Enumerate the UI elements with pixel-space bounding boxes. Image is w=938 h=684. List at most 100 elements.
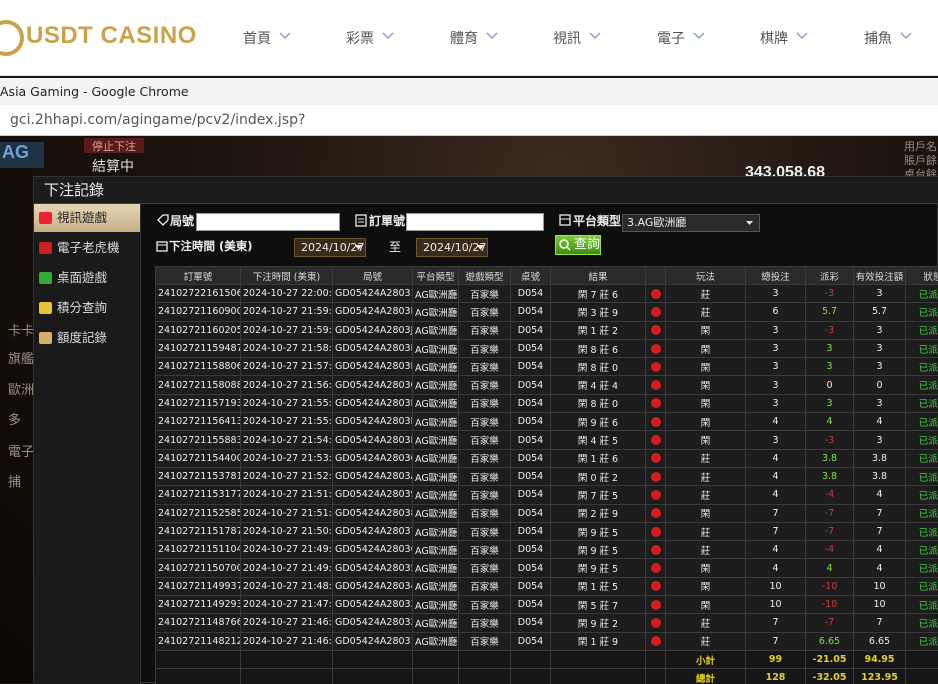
cell: GD05424A2803I xyxy=(333,339,413,357)
replay-icon[interactable] xyxy=(651,344,661,354)
nav-item[interactable]: 體育 xyxy=(450,28,478,48)
cell: 已派彩 xyxy=(906,559,938,577)
doc-icon xyxy=(355,214,367,227)
cell: 3 xyxy=(746,358,806,376)
cell: 7 xyxy=(746,504,806,522)
cell: 4 xyxy=(746,541,806,559)
cell: 已派彩 xyxy=(906,394,938,412)
cell: 2024-10-27 21:57:45 xyxy=(241,358,333,376)
cell: -10 xyxy=(806,596,854,614)
cell: 10 xyxy=(746,577,806,595)
nav-item[interactable]: 電子 xyxy=(657,28,685,48)
cell: GD05424A2803E xyxy=(333,413,413,431)
cell: -3 xyxy=(806,431,854,449)
cell: GD05424A28038 xyxy=(333,504,413,522)
nav-item[interactable]: 捕魚 xyxy=(864,28,892,48)
replay-icon[interactable] xyxy=(651,398,661,408)
replay-icon[interactable] xyxy=(651,325,661,335)
empty-cell xyxy=(333,650,413,668)
cell: D054 xyxy=(511,596,551,614)
replay-icon[interactable] xyxy=(651,435,661,445)
replay-icon[interactable] xyxy=(651,362,661,372)
replay-icon[interactable] xyxy=(651,490,661,500)
order-input[interactable] xyxy=(406,213,544,231)
cell: 241027211594872 xyxy=(156,339,241,357)
cell: 閑 7 莊 5 xyxy=(551,486,646,504)
logo[interactable]: USDT CASINO xyxy=(26,22,197,50)
cell: 已派彩 xyxy=(906,321,938,339)
nav-item[interactable]: 棋牌 xyxy=(760,28,788,48)
cell: GD05424A2803C xyxy=(333,449,413,467)
menu-item[interactable]: 視訊遊戲 xyxy=(34,204,140,232)
replay-icon[interactable] xyxy=(651,527,661,537)
cell: 3 xyxy=(746,285,806,303)
lobby-label: 卡卡 xyxy=(8,320,34,339)
replay-icon[interactable] xyxy=(651,581,661,591)
cell: D054 xyxy=(511,614,551,632)
replay-icon[interactable] xyxy=(651,289,661,299)
cell: 6 xyxy=(746,303,806,321)
replay-icon[interactable] xyxy=(651,508,661,518)
cell: 241027211511048 xyxy=(156,541,241,559)
cell: 3.8 xyxy=(854,449,906,467)
cell: 7 xyxy=(854,504,906,522)
cell: 已派彩 xyxy=(906,285,938,303)
cell: -3 xyxy=(806,285,854,303)
cell: 閑 9 莊 2 xyxy=(551,614,646,632)
chevron xyxy=(279,32,291,40)
nav-item[interactable]: 首頁 xyxy=(243,28,271,48)
cell: 7 xyxy=(746,632,806,650)
menu-item[interactable]: 桌面遊戲 xyxy=(34,264,140,292)
empty-cell xyxy=(459,650,511,668)
replay-icon[interactable] xyxy=(651,472,661,482)
replay-icon[interactable] xyxy=(651,600,661,610)
cell: 241027211609000 xyxy=(156,303,241,321)
cell: 閑 xyxy=(666,413,746,431)
menu-item[interactable]: 額度記錄 xyxy=(34,324,140,352)
cell: 3 xyxy=(854,358,906,376)
nav-item[interactable]: 彩票 xyxy=(346,28,374,48)
total-label: 總計 xyxy=(666,669,746,684)
column-header: 下注時間 (美東) xyxy=(241,267,333,285)
cell: 3 xyxy=(806,394,854,412)
round-input[interactable] xyxy=(196,213,340,231)
cell: 百家樂 xyxy=(459,413,511,431)
menu-item[interactable]: 積分查詢 xyxy=(34,294,140,322)
replay-cell xyxy=(646,559,666,577)
replay-icon[interactable] xyxy=(651,545,661,555)
cell: 閑 9 莊 5 xyxy=(551,522,646,540)
cell: 4 xyxy=(746,559,806,577)
cell: 閑 9 莊 5 xyxy=(551,541,646,559)
replay-icon[interactable] xyxy=(651,453,661,463)
cell: D054 xyxy=(511,577,551,595)
replay-icon[interactable] xyxy=(651,380,661,390)
cell: 4 xyxy=(854,486,906,504)
cell: AG歐洲廳 xyxy=(413,614,459,632)
cell: 已派彩 xyxy=(906,614,938,632)
cell: 241027211492936 xyxy=(156,596,241,614)
cell: 3 xyxy=(746,431,806,449)
nav-item[interactable]: 視訊 xyxy=(553,28,581,48)
cell: -10 xyxy=(806,577,854,595)
address-bar[interactable]: gci.2hhapi.com/agingame/pcv2/index.jsp? xyxy=(0,105,938,136)
cell: 已派彩 xyxy=(906,376,938,394)
replay-icon[interactable] xyxy=(651,307,661,317)
replay-icon[interactable] xyxy=(651,636,661,646)
cell: 已派彩 xyxy=(906,504,938,522)
cell: 241027211588068 xyxy=(156,358,241,376)
menu-item[interactable]: 電子老虎機 xyxy=(34,234,140,262)
replay-icon[interactable] xyxy=(651,618,661,628)
cell: 閑 7 莊 6 xyxy=(551,285,646,303)
cell: 已派彩 xyxy=(906,467,938,485)
cell: 莊 xyxy=(666,303,746,321)
replay-icon[interactable] xyxy=(651,417,661,427)
platform-select[interactable]: 3.AG歐洲廳 xyxy=(622,214,760,232)
replay-icon[interactable] xyxy=(651,563,661,573)
cell: 2024-10-27 21:50:18 xyxy=(241,522,333,540)
bet-record-modal: 下注記錄 視訊遊戲電子老虎機桌面遊戲積分查詢額度記錄 局號 訂單號 平台類型 3… xyxy=(33,176,938,683)
cell: AG歐洲廳 xyxy=(413,303,459,321)
